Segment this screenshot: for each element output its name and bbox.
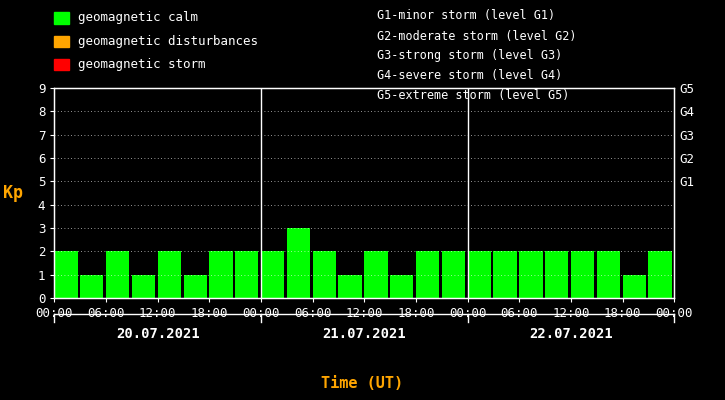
- Bar: [80, 275, 104, 298]
- Bar: [364, 251, 388, 298]
- Bar: [339, 275, 362, 298]
- Bar: [132, 275, 155, 298]
- Bar: [519, 251, 542, 298]
- Bar: [287, 228, 310, 298]
- Bar: [623, 275, 646, 298]
- Bar: [571, 251, 594, 298]
- Bar: [416, 251, 439, 298]
- Bar: [106, 251, 129, 298]
- Bar: [312, 251, 336, 298]
- Text: G2-moderate storm (level G2): G2-moderate storm (level G2): [377, 30, 576, 42]
- Text: Time (UT): Time (UT): [321, 376, 404, 392]
- Text: G3-strong storm (level G3): G3-strong storm (level G3): [377, 50, 563, 62]
- Bar: [390, 275, 413, 298]
- Text: 20.07.2021: 20.07.2021: [116, 327, 199, 341]
- Bar: [468, 251, 491, 298]
- Text: 22.07.2021: 22.07.2021: [529, 327, 613, 341]
- Bar: [261, 251, 284, 298]
- Bar: [235, 251, 258, 298]
- Bar: [545, 251, 568, 298]
- Bar: [54, 251, 78, 298]
- Bar: [442, 251, 465, 298]
- Bar: [597, 251, 620, 298]
- Text: G5-extreme storm (level G5): G5-extreme storm (level G5): [377, 90, 569, 102]
- Bar: [210, 251, 233, 298]
- Text: geomagnetic calm: geomagnetic calm: [78, 12, 198, 24]
- Text: G4-severe storm (level G4): G4-severe storm (level G4): [377, 70, 563, 82]
- Bar: [157, 251, 181, 298]
- Text: geomagnetic storm: geomagnetic storm: [78, 58, 205, 71]
- Bar: [648, 251, 671, 298]
- Text: Kp: Kp: [3, 184, 23, 202]
- Text: geomagnetic disturbances: geomagnetic disturbances: [78, 35, 257, 48]
- Text: G1-minor storm (level G1): G1-minor storm (level G1): [377, 10, 555, 22]
- Text: 21.07.2021: 21.07.2021: [323, 327, 406, 341]
- Bar: [494, 251, 517, 298]
- Bar: [183, 275, 207, 298]
